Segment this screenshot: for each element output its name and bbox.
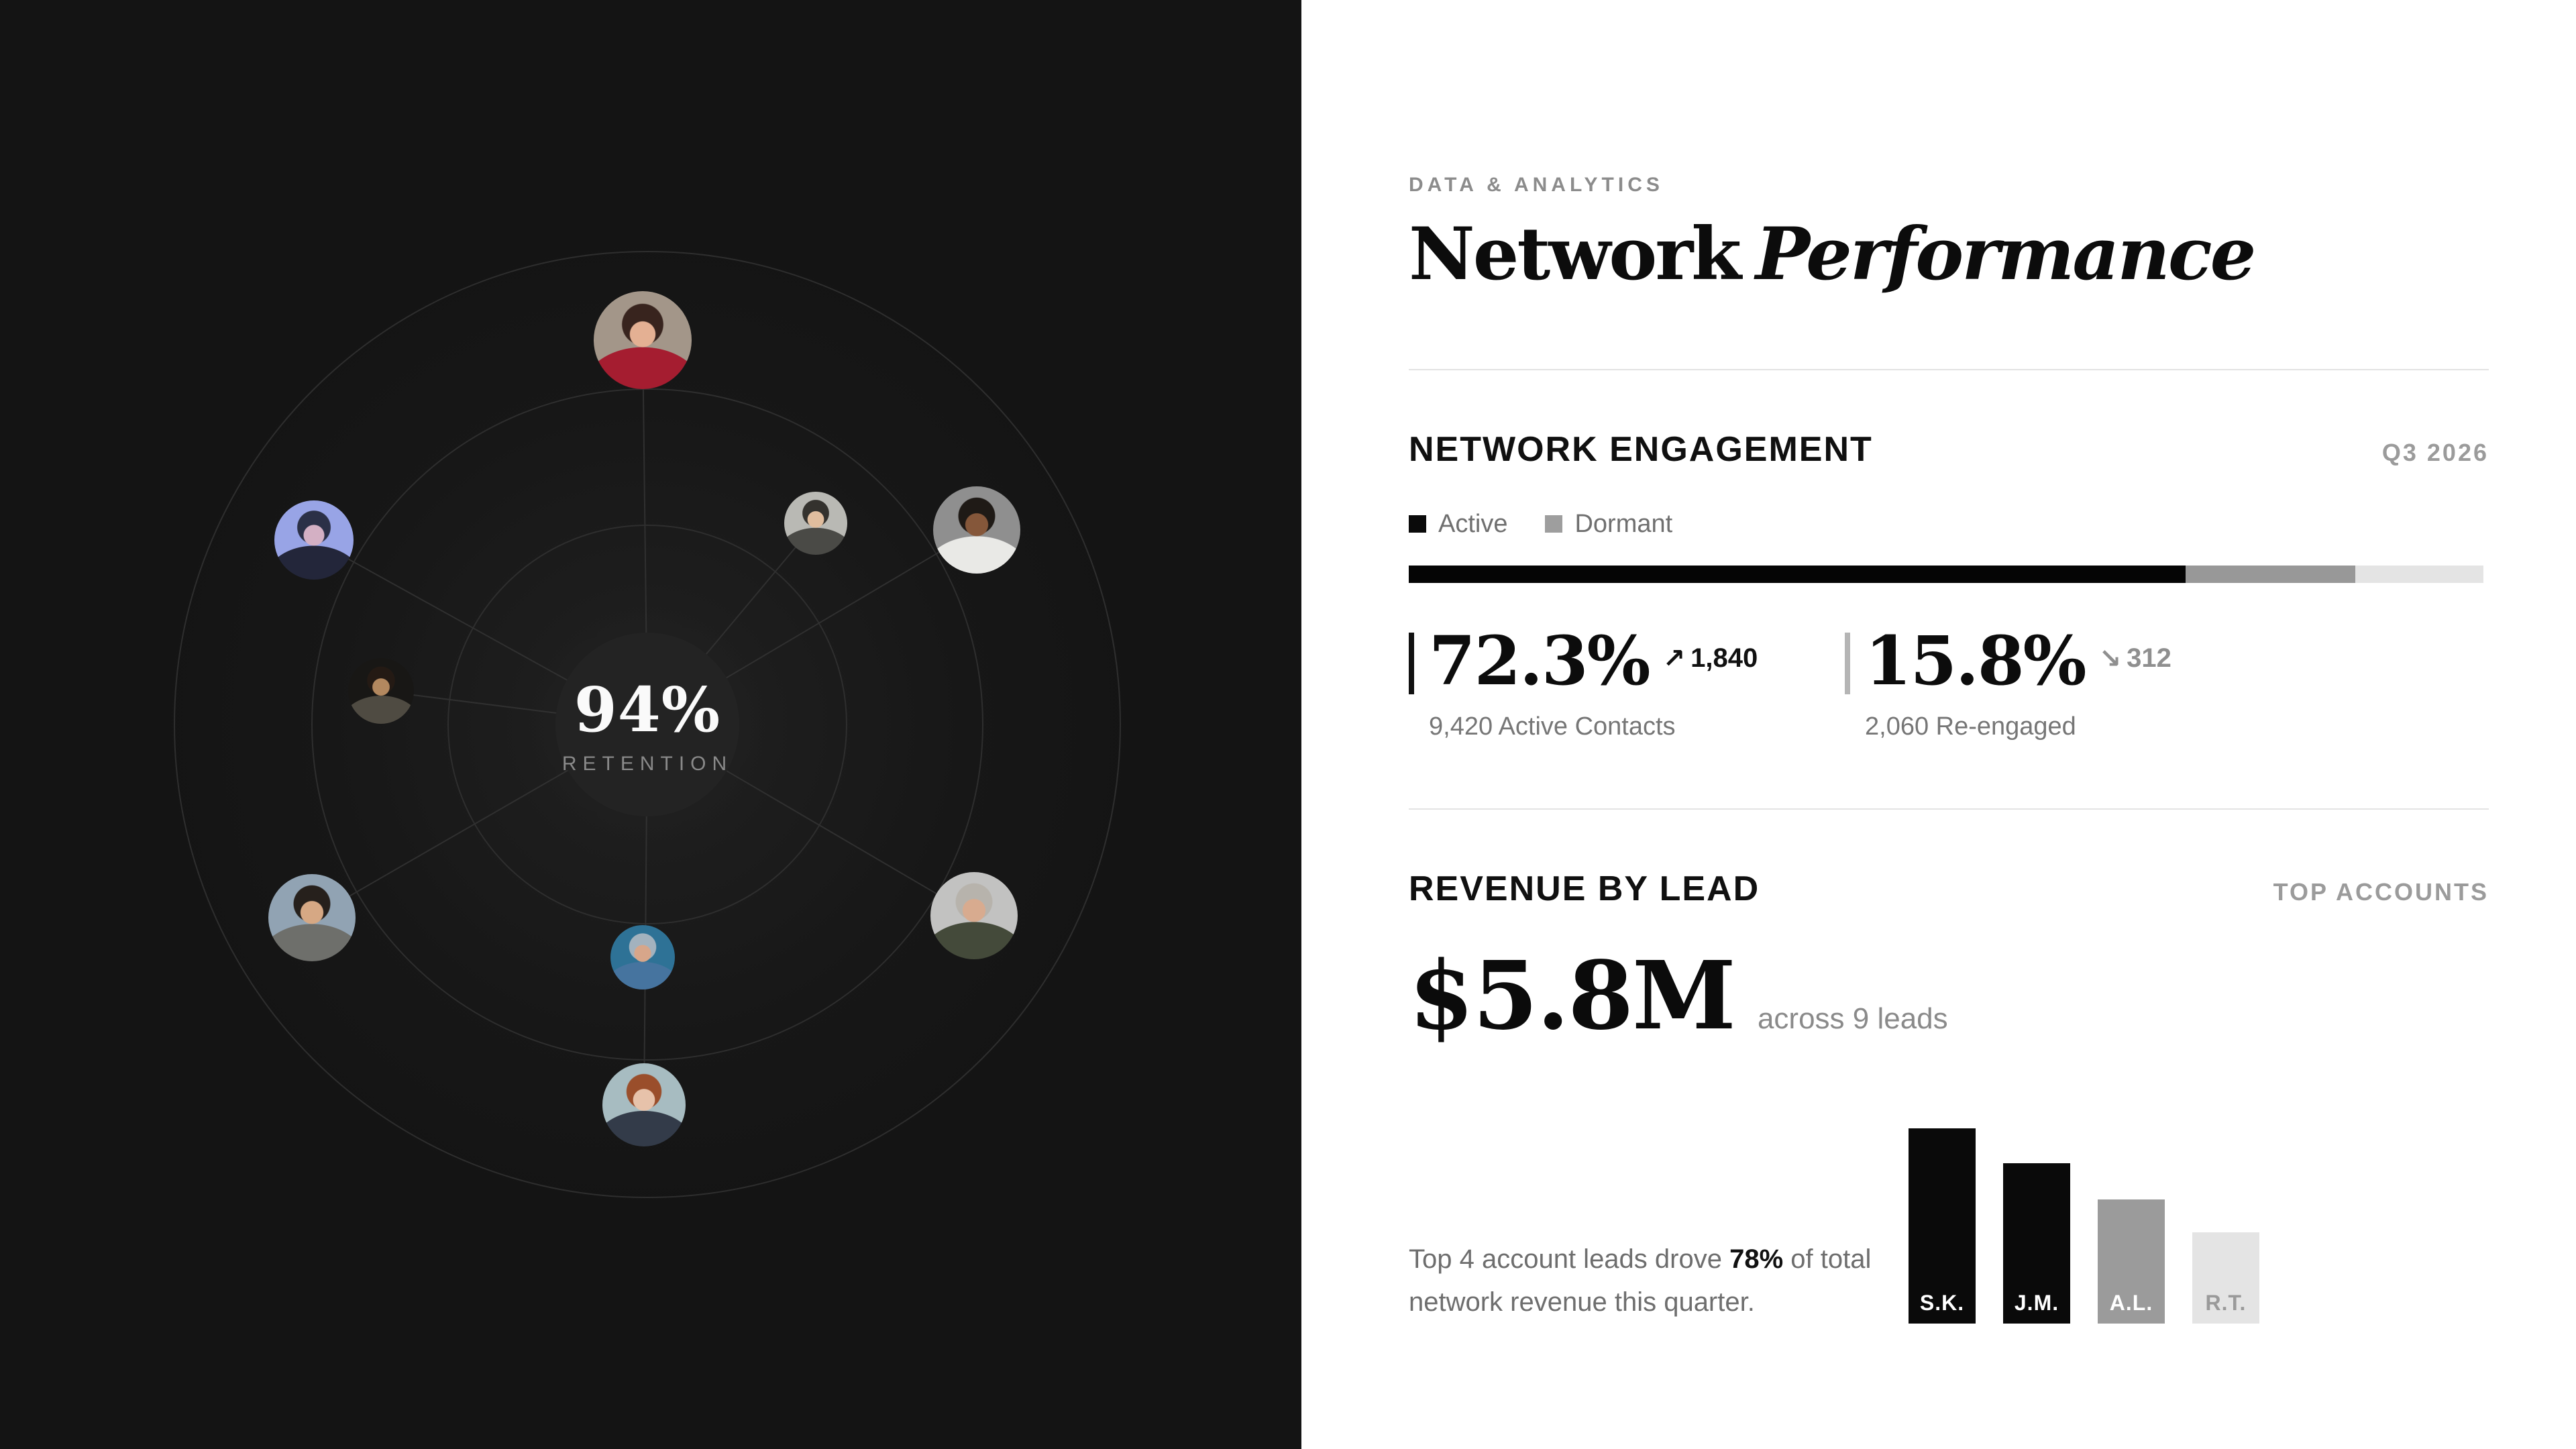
- trend-arrow-icon: ↗: [1662, 643, 1686, 674]
- contact-avatar-upper-left[interactable]: [274, 500, 354, 580]
- revenue-note: Top 4 account leads drove 78% of total n…: [1409, 1238, 1878, 1324]
- stat-value: 15.8%: [1865, 621, 2087, 700]
- revenue-note-suffix: of total network revenue this quarter.: [1409, 1244, 1872, 1317]
- revenue-bar-label: J.M.: [2014, 1290, 2059, 1315]
- engagement-stacked-bar: [1409, 565, 2483, 583]
- revenue-total-suffix: across 9 leads: [1757, 1002, 1948, 1035]
- revenue-bar-label: A.L.: [2109, 1290, 2153, 1315]
- revenue-bottom-row: Top 4 account leads drove 78% of total n…: [1409, 1122, 2489, 1324]
- stat-sublabel: 9,420 Active Contacts: [1429, 712, 1676, 741]
- network-visualization-panel: 94% RETENTION: [0, 0, 1301, 1449]
- revenue-heading: REVENUE BY LEAD: [1409, 869, 1760, 908]
- contact-avatar-upper-right[interactable]: [933, 486, 1020, 574]
- contact-avatar-lower-left[interactable]: [268, 874, 356, 961]
- engagement-legend: Active Dormant: [1409, 510, 2489, 539]
- stat-accent-bar: [1845, 632, 1850, 694]
- stacked-bar-segment: [2186, 565, 2356, 583]
- stat-delta: ↘ 312: [2099, 643, 2171, 674]
- contact-avatar-bottom[interactable]: [602, 1063, 686, 1146]
- stat-column: 72.3% ↗ 1,840 9,420 Active Contacts: [1409, 621, 1845, 741]
- eyebrow-label: DATA & ANALYTICS: [1409, 174, 1664, 196]
- page-title: Network Performance: [1409, 214, 2489, 295]
- engagement-heading: NETWORK ENGAGEMENT: [1409, 429, 1873, 469]
- legend-swatch: [1545, 515, 1563, 533]
- engagement-stats-row: 72.3% ↗ 1,840 9,420 Active Contacts 15.8…: [1409, 621, 2489, 741]
- contact-avatar-mid-left[interactable]: [348, 658, 414, 724]
- analytics-panel: DATA & ANALYTICS Network Performance NETW…: [1301, 0, 2576, 1449]
- legend-label: Active: [1438, 509, 1508, 538]
- revenue-bar: A.L.: [2098, 1199, 2165, 1324]
- stat-sublabel: 2,060 Re-engaged: [1865, 712, 2076, 741]
- stacked-bar-segment: [1409, 565, 2186, 583]
- revenue-bar-chart: S.K. J.M. A.L. R.T.: [1909, 1122, 2259, 1324]
- revenue-bar: R.T.: [2192, 1232, 2259, 1324]
- engagement-header-row: NETWORK ENGAGEMENT Q3 2026: [1409, 429, 2489, 470]
- retention-label: RETENTION: [561, 753, 733, 775]
- revenue-total-row: $5.8M across 9 leads: [1409, 949, 2489, 1043]
- trend-arrow-icon: ↘: [2098, 643, 2122, 674]
- contact-avatar-lower-right[interactable]: [930, 872, 1018, 959]
- stat-delta: ↗ 1,840: [1663, 643, 1758, 674]
- stacked-bar-segment: [2355, 565, 2483, 583]
- legend-item: Active: [1409, 510, 1507, 539]
- revenue-note-prefix: Top 4 account leads drove: [1409, 1244, 1730, 1274]
- engagement-period: Q3 2026: [2381, 438, 2489, 466]
- divider-rule-top: [1409, 368, 2489, 370]
- revenue-bar: S.K.: [1909, 1128, 1976, 1324]
- orbit-ring-outer: [174, 251, 1121, 1198]
- stat-accent-bar: [1409, 632, 1414, 694]
- retention-value: 94%: [574, 674, 721, 746]
- stat-delta-value: 1,840: [1690, 643, 1758, 674]
- revenue-total: $5.8M: [1409, 941, 1736, 1051]
- page-title-italic: Performance: [1755, 212, 2257, 297]
- revenue-tag: TOP ACCOUNTS: [2273, 877, 2489, 906]
- legend-item: Dormant: [1545, 510, 1672, 539]
- revenue-bar: J.M.: [2003, 1163, 2070, 1324]
- orbit-ring-middle: [311, 388, 983, 1061]
- revenue-header-row: REVENUE BY LEAD TOP ACCOUNTS: [1409, 869, 2489, 909]
- stat-delta-value: 312: [2127, 643, 2171, 674]
- contact-avatar-bottom-mid[interactable]: [610, 925, 675, 989]
- retention-hub: 94% RETENTION: [555, 633, 739, 816]
- stat-column: 15.8% ↘ 312 2,060 Re-engaged: [1845, 621, 2281, 741]
- divider-rule-middle: [1409, 808, 2489, 810]
- contact-avatar-inner-right[interactable]: [784, 492, 847, 555]
- stat-value: 72.3%: [1429, 621, 1651, 700]
- revenue-note-highlight: 78%: [1729, 1244, 1784, 1274]
- legend-swatch: [1409, 515, 1426, 533]
- revenue-bar-label: R.T.: [2205, 1290, 2247, 1315]
- orbit-ring-inner: [447, 525, 847, 924]
- revenue-bar-label: S.K.: [1919, 1290, 1965, 1315]
- legend-label: Dormant: [1574, 509, 1673, 538]
- contact-avatar-top[interactable]: [594, 291, 692, 389]
- page-title-regular: Network: [1409, 212, 1741, 297]
